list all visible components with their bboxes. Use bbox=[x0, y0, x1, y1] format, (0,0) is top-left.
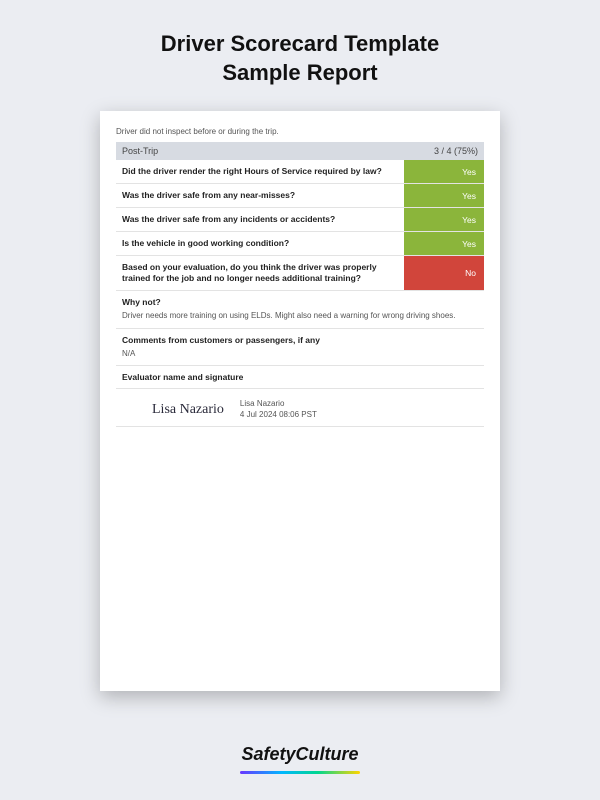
question-text: Based on your evaluation, do you think t… bbox=[116, 256, 404, 290]
brand-footer: SafetyCulture bbox=[0, 744, 600, 774]
questions-list: Did the driver render the right Hours of… bbox=[116, 160, 484, 291]
comments-label: Comments from customers or passengers, i… bbox=[116, 329, 484, 347]
title-line1: Driver Scorecard Template bbox=[20, 30, 580, 59]
signature-meta: Lisa Nazario 4 Jul 2024 08:06 PST bbox=[240, 399, 317, 420]
answer-yes: Yes bbox=[404, 232, 484, 255]
question-row: Based on your evaluation, do you think t… bbox=[116, 256, 484, 291]
question-row: Is the vehicle in good working condition… bbox=[116, 232, 484, 256]
brand-underline bbox=[240, 771, 360, 774]
question-text: Was the driver safe from any near-misses… bbox=[116, 184, 404, 207]
section-score: 3 / 4 (75%) bbox=[434, 146, 478, 156]
question-row: Did the driver render the right Hours of… bbox=[116, 160, 484, 184]
question-text: Did the driver render the right Hours of… bbox=[116, 160, 404, 183]
question-row: Was the driver safe from any near-misses… bbox=[116, 184, 484, 208]
signature-name: Lisa Nazario bbox=[240, 399, 317, 409]
page-title: Driver Scorecard TemplateSample Report bbox=[0, 0, 600, 111]
section-name: Post-Trip bbox=[122, 146, 158, 156]
section-header: Post-Trip 3 / 4 (75%) bbox=[116, 142, 484, 160]
signature-script: Lisa Nazario bbox=[152, 402, 224, 418]
answer-yes: Yes bbox=[404, 208, 484, 231]
report-document: Driver did not inspect before or during … bbox=[100, 111, 500, 691]
signature-timestamp: 4 Jul 2024 08:06 PST bbox=[240, 410, 317, 420]
answer-no: No bbox=[404, 256, 484, 290]
question-row: Was the driver safe from any incidents o… bbox=[116, 208, 484, 232]
comments-text: N/A bbox=[116, 347, 484, 366]
signature-label: Evaluator name and signature bbox=[116, 366, 484, 389]
title-line2: Sample Report bbox=[20, 59, 580, 88]
whynot-label: Why not? bbox=[116, 291, 484, 309]
pre-note: Driver did not inspect before or during … bbox=[116, 125, 484, 142]
brand-text: SafetyCulture bbox=[241, 744, 358, 769]
answer-yes: Yes bbox=[404, 160, 484, 183]
question-text: Is the vehicle in good working condition… bbox=[116, 232, 404, 255]
question-text: Was the driver safe from any incidents o… bbox=[116, 208, 404, 231]
whynot-text: Driver needs more training on using ELDs… bbox=[116, 309, 484, 328]
signature-block: Lisa Nazario Lisa Nazario 4 Jul 2024 08:… bbox=[116, 389, 484, 427]
answer-yes: Yes bbox=[404, 184, 484, 207]
